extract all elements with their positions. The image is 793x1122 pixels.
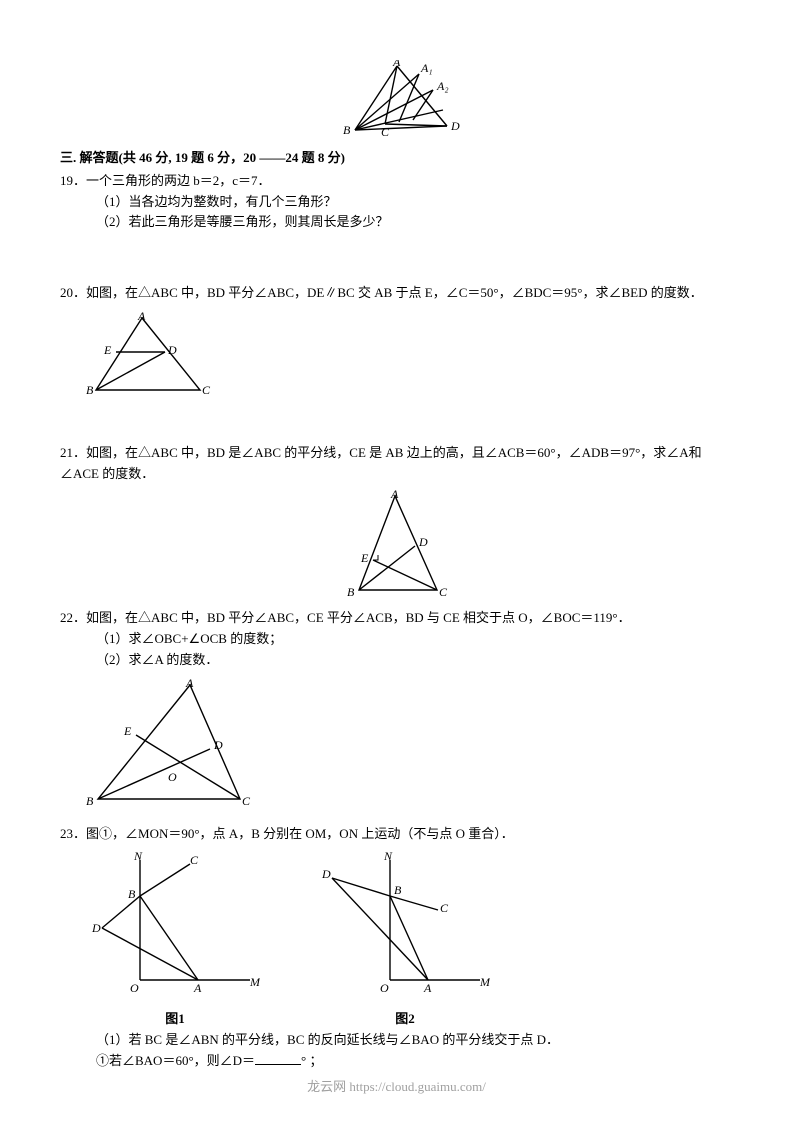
question-21: 21．如图，在△ABC 中，BD 是∠ABC 的平分线，CE 是 AB 边上的高… (60, 443, 733, 601)
label-A: A (193, 981, 202, 995)
fan-diagram: A A₁ A₂ B C D (327, 60, 467, 138)
footer-watermark: 龙云网 https://cloud.guaimu.com/ (0, 1077, 793, 1098)
label-B: B (86, 383, 94, 397)
label-O: O (168, 770, 177, 784)
figure-q23-1: N M O A B C D (90, 850, 260, 1000)
fig1-label: 图1 (90, 1009, 260, 1030)
question-23: 23．图①，∠MON＝90°，点 A，B 分别在 OM，ON 上运动（不与点 O… (60, 824, 733, 1072)
label-C: C (190, 853, 199, 867)
figure-q23-2: N M O A B C D (320, 850, 490, 1000)
label-N: N (383, 850, 393, 863)
question-19: 19．一个三角形的两边 b＝2，c＝7． （1）当各边均为整数时，有几个三角形？… (60, 171, 733, 233)
figure-q21: A B C D E (337, 490, 457, 600)
question-20: 20．如图，在△ABC 中，BD 平分∠ABC，DE∥BC 交 AB 于点 E，… (60, 283, 733, 405)
label-A: A (137, 312, 146, 323)
label-D: D (418, 535, 428, 549)
top-figure: A A₁ A₂ B C D (60, 60, 733, 138)
q20-num: 20． (60, 285, 86, 300)
q19-stem: 一个三角形的两边 b＝2，c＝7． (86, 173, 271, 188)
label-A: A (185, 679, 194, 690)
label-C: C (381, 125, 390, 138)
label-M: M (249, 975, 260, 989)
label-C: C (242, 794, 251, 808)
label-B: B (343, 123, 351, 137)
q23-num: 23． (60, 826, 86, 841)
question-22: 22．如图，在△ABC 中，BD 平分∠ABC，CE 平分∠ACB，BD 与 C… (60, 608, 733, 815)
q23-p1: （1）若 BC 是∠ABN 的平分线，BC 的反向延长线与∠BAO 的平分线交于… (96, 1030, 733, 1051)
label-C: C (202, 383, 211, 397)
label-B: B (86, 794, 94, 808)
label-A2: A₂ (436, 79, 449, 93)
q22-p2: （2）求∠A 的度数． (96, 650, 733, 671)
label-A1: A₁ (420, 61, 433, 75)
q23-p2-suffix: ° ； (301, 1053, 322, 1068)
label-E: E (360, 551, 369, 565)
label-D: D (450, 119, 460, 133)
blank-fill (255, 1051, 301, 1065)
label-A: A (392, 60, 401, 69)
q21-stem: 如图，在△ABC 中，BD 是∠ABC 的平分线，CE 是 AB 边上的高，且∠… (60, 445, 702, 481)
q20-stem: 如图，在△ABC 中，BD 平分∠ABC，DE∥BC 交 AB 于点 E，∠C＝… (86, 285, 703, 300)
label-E: E (123, 724, 132, 738)
q22-p1: （1）求∠OBC+∠OCB 的度数； (96, 629, 733, 650)
q23-p2-prefix: ①若∠BAO＝60°，则∠D＝ (96, 1053, 255, 1068)
label-O: O (380, 981, 389, 995)
q19-p1: （1）当各边均为整数时，有几个三角形？ (96, 192, 733, 213)
figure-q23-1-wrap: N M O A B C D 图1 (90, 850, 260, 1030)
q22-num: 22． (60, 610, 86, 625)
label-D: D (213, 738, 223, 752)
label-B: B (347, 585, 355, 599)
label-N: N (133, 850, 143, 863)
figure-q20: A B C D E (80, 312, 220, 398)
label-C: C (440, 901, 449, 915)
fig2-label: 图2 (320, 1009, 490, 1030)
q19-num: 19． (60, 173, 86, 188)
label-E: E (103, 343, 112, 357)
label-C: C (439, 585, 448, 599)
q23-stem: 图①，∠MON＝90°，点 A，B 分别在 OM，ON 上运动（不与点 O 重合… (86, 826, 514, 841)
figure-q22: A B C D E O (80, 679, 260, 809)
q21-num: 21． (60, 445, 86, 460)
q23-p2: ①若∠BAO＝60°，则∠D＝ ° ； (96, 1051, 733, 1072)
label-B: B (128, 887, 136, 901)
label-D: D (91, 921, 101, 935)
label-D: D (167, 343, 177, 357)
label-O: O (130, 981, 139, 995)
q22-stem: 如图，在△ABC 中，BD 平分∠ABC，CE 平分∠ACB，BD 与 CE 相… (86, 610, 631, 625)
label-B: B (394, 883, 402, 897)
section-header: 三. 解答题(共 46 分, 19 题 6 分，20 ——24 题 8 分) (60, 148, 733, 169)
label-A: A (423, 981, 432, 995)
figure-q23-2-wrap: N M O A B C D 图2 (320, 850, 490, 1030)
q19-p2: （2）若此三角形是等腰三角形，则其周长是多少？ (96, 212, 733, 233)
label-D: D (321, 867, 331, 881)
label-M: M (479, 975, 490, 989)
label-A: A (390, 490, 399, 501)
